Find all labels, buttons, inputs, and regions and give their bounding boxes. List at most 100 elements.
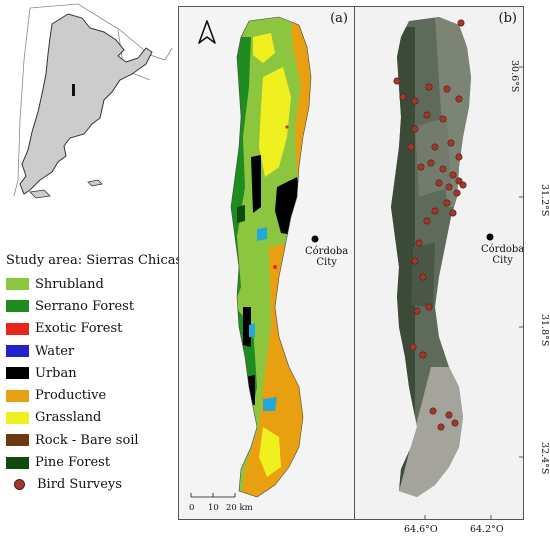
bird-survey-point: [413, 307, 421, 315]
scale-tick-0: 0: [189, 503, 195, 513]
legend-item-pine-forest: Pine Forest: [6, 451, 178, 473]
islands-shape: [87, 179, 103, 187]
bird-survey-point: [425, 303, 433, 311]
bird-survey-point: [445, 183, 453, 191]
city-name: Córdoba: [305, 246, 349, 257]
bird-survey-marker-icon: [14, 479, 25, 491]
bird-survey-point: [431, 207, 439, 215]
bird-survey-point: [459, 181, 467, 189]
city-suffix: City: [492, 255, 513, 266]
bird-survey-point: [411, 257, 419, 265]
bird-survey-point: [445, 411, 453, 419]
land-cover-map: [190, 16, 319, 498]
land-cover-map-panel: (a) Córdoba City 0 10 20 km: [178, 6, 355, 520]
bird-survey-point: [443, 199, 451, 207]
bird-survey-points: [393, 19, 467, 431]
legend: Study area: Sierras Chicas Shrubland Serr…: [6, 253, 183, 496]
longitude-label-64-6: 64.6°O: [404, 524, 438, 535]
bird-survey-point: [411, 125, 419, 133]
latitude-label-31-2: 31.2°S: [539, 184, 550, 217]
bird-survey-point: [415, 239, 423, 247]
legend-item-label: Productive: [35, 388, 107, 404]
legend-item-label: Shrubland: [35, 276, 104, 292]
legend-swatch: [6, 300, 29, 313]
legend-title: Study area: Sierras Chicas: [6, 253, 183, 268]
bird-survey-point: [435, 179, 443, 187]
legend-item-label: Water: [35, 343, 75, 359]
legend-item-label: Urban: [35, 365, 77, 381]
legend-swatch: [6, 278, 29, 291]
panel-b-label: (b): [498, 11, 517, 26]
legend-swatch: [6, 456, 29, 469]
legend-swatch: [6, 411, 29, 424]
bird-survey-point: [423, 111, 431, 119]
bird-survey-point: [443, 85, 451, 93]
bird-survey-point: [455, 95, 463, 103]
city-suffix: City: [316, 257, 337, 268]
bird-survey-point: [449, 209, 457, 217]
study-area-marker: [72, 84, 75, 96]
bird-survey-point: [447, 139, 455, 147]
argentina-inset-map: [13, 3, 173, 199]
bird-survey-point: [427, 159, 435, 167]
legend-item-label: Pine Forest: [35, 455, 111, 471]
satellite-map: [391, 17, 523, 519]
bird-survey-point: [457, 19, 465, 27]
legend-item-productive: Productive: [6, 384, 178, 406]
legend-item-serrano-forest: Serrano Forest: [6, 295, 178, 317]
legend-item-label: Serrano Forest: [35, 298, 135, 314]
legend-item-exotic-forest: Exotic Forest: [6, 318, 178, 340]
bird-survey-point: [451, 419, 459, 427]
bird-survey-point: [419, 273, 427, 281]
tierra-del-fuego-shape: [29, 189, 51, 199]
latitude-label-31-8: 31.8°S: [539, 314, 550, 347]
bird-survey-point: [417, 163, 425, 171]
bird-survey-point: [431, 143, 439, 151]
latitude-label-30-6: 30.6°S: [509, 60, 520, 93]
panel-a-label: (a): [330, 11, 348, 26]
city-name: Córdoba: [481, 244, 524, 255]
legend-item-shrubland: Shrubland: [6, 273, 178, 295]
argentina-shape: [19, 13, 153, 195]
bird-survey-point: [429, 407, 437, 415]
legend-item-grassland: Grassland: [6, 407, 178, 429]
legend-item-label: Exotic Forest: [35, 321, 123, 337]
legend-swatch: [6, 345, 29, 358]
scale-tick-20: 20 km: [226, 503, 253, 513]
legend-item-label: Grassland: [35, 410, 102, 426]
north-arrow-icon: [198, 20, 216, 44]
legend-item-urban: Urban: [6, 362, 178, 384]
bird-survey-point: [425, 83, 433, 91]
panel-a-city-label: Córdoba City: [305, 246, 348, 268]
legend-swatch: [6, 389, 29, 402]
scale-bar: [190, 493, 236, 498]
scale-tick-10: 10: [208, 503, 219, 513]
bird-survey-point: [399, 93, 407, 101]
bird-survey-point: [407, 143, 415, 151]
bird-survey-point: [449, 171, 457, 179]
legend-swatch: [6, 367, 29, 380]
legend-swatch: [6, 434, 29, 447]
legend-swatch: [6, 322, 29, 335]
bird-survey-point: [409, 343, 417, 351]
cordoba-city-marker: [486, 233, 494, 241]
bird-survey-point: [393, 77, 401, 85]
bird-survey-point: [439, 165, 447, 173]
satellite-map-panel: (b) Córdoba City: [354, 6, 524, 520]
bird-survey-point: [439, 115, 447, 123]
bird-survey-point: [437, 423, 445, 431]
cordoba-city-marker: [311, 235, 319, 243]
panel-b-city-label: Córdoba City: [481, 244, 524, 266]
bird-survey-point: [423, 217, 431, 225]
axis-ticks: [424, 66, 523, 519]
bird-survey-point: [453, 189, 461, 197]
legend-item-label: Bird Surveys: [37, 477, 122, 493]
legend-item-rock-bare-soil: Rock - Bare soil: [6, 429, 178, 451]
legend-item-bird-surveys: Bird Surveys: [6, 474, 178, 496]
legend-item-water: Water: [6, 340, 178, 362]
bird-survey-point: [419, 351, 427, 359]
bird-survey-point: [411, 97, 419, 105]
latitude-label-32-4: 32.4°S: [539, 442, 550, 475]
legend-item-label: Rock - Bare soil: [35, 432, 139, 448]
bird-survey-point: [455, 153, 463, 161]
